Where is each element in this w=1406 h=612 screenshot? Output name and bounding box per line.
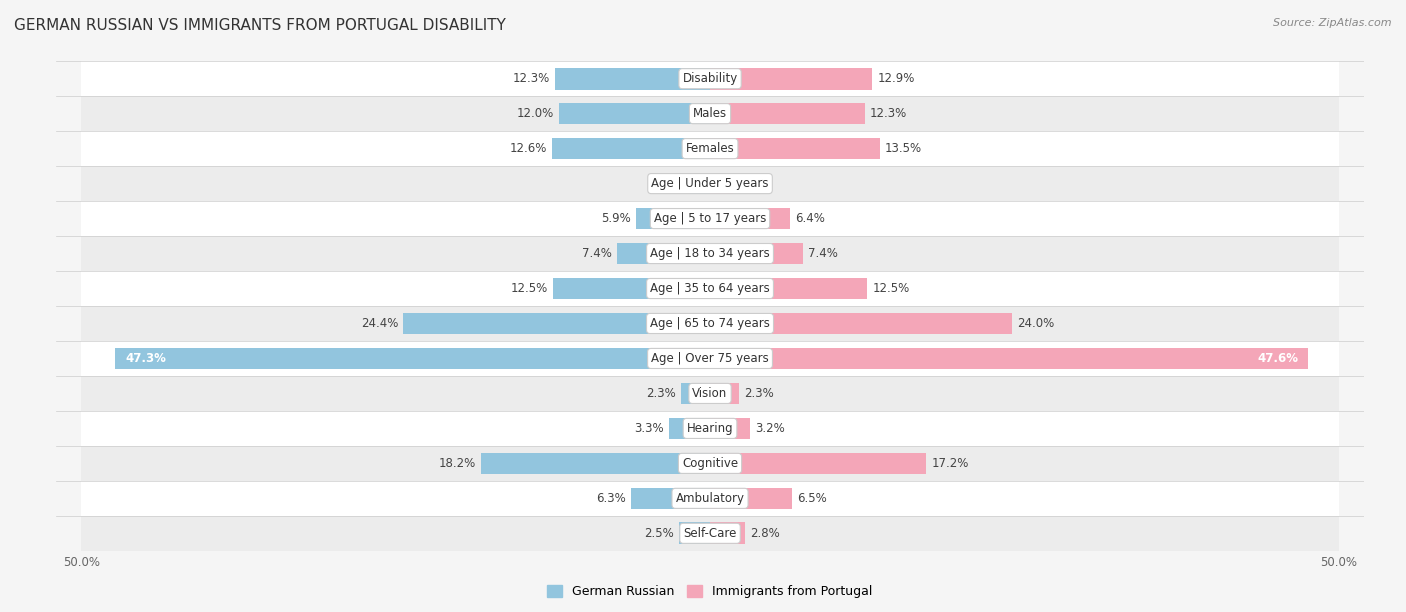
Bar xyxy=(82,236,1339,271)
Bar xyxy=(631,488,710,509)
Text: 1.8%: 1.8% xyxy=(738,177,768,190)
Bar xyxy=(710,523,745,544)
Text: 47.6%: 47.6% xyxy=(1257,352,1299,365)
Text: Age | Under 5 years: Age | Under 5 years xyxy=(651,177,769,190)
Text: 17.2%: 17.2% xyxy=(931,457,969,470)
Bar xyxy=(710,417,751,439)
Bar xyxy=(710,138,880,160)
Bar xyxy=(679,523,710,544)
Text: 18.2%: 18.2% xyxy=(439,457,477,470)
Bar xyxy=(82,131,1339,166)
Text: 12.9%: 12.9% xyxy=(877,72,915,85)
Text: 6.3%: 6.3% xyxy=(596,492,626,505)
Bar xyxy=(710,173,733,195)
Bar xyxy=(481,452,710,474)
Text: 13.5%: 13.5% xyxy=(884,142,922,155)
Text: Age | 18 to 34 years: Age | 18 to 34 years xyxy=(650,247,770,260)
Bar xyxy=(82,306,1339,341)
Text: 1.6%: 1.6% xyxy=(655,177,685,190)
Bar xyxy=(82,271,1339,306)
Text: 24.4%: 24.4% xyxy=(361,317,398,330)
Bar xyxy=(82,96,1339,131)
Text: Source: ZipAtlas.com: Source: ZipAtlas.com xyxy=(1274,18,1392,28)
Text: 2.5%: 2.5% xyxy=(644,527,673,540)
Bar xyxy=(710,207,790,230)
Text: 24.0%: 24.0% xyxy=(1017,317,1054,330)
Text: Hearing: Hearing xyxy=(686,422,734,435)
Text: Vision: Vision xyxy=(692,387,728,400)
Text: Self-Care: Self-Care xyxy=(683,527,737,540)
Bar xyxy=(82,341,1339,376)
Bar xyxy=(82,516,1339,551)
Bar xyxy=(82,411,1339,446)
Bar xyxy=(668,417,710,439)
Text: Males: Males xyxy=(693,107,727,120)
Text: 5.9%: 5.9% xyxy=(602,212,631,225)
Text: 12.3%: 12.3% xyxy=(870,107,907,120)
Bar xyxy=(710,278,868,299)
Bar xyxy=(636,207,710,230)
Text: 3.2%: 3.2% xyxy=(755,422,785,435)
Bar xyxy=(82,166,1339,201)
Bar xyxy=(560,103,710,124)
Bar xyxy=(555,68,710,89)
Text: 2.3%: 2.3% xyxy=(647,387,676,400)
Bar xyxy=(82,201,1339,236)
Bar xyxy=(553,278,710,299)
Bar xyxy=(115,348,710,369)
Bar xyxy=(710,488,792,509)
Bar xyxy=(404,313,710,334)
Text: Age | 65 to 74 years: Age | 65 to 74 years xyxy=(650,317,770,330)
Bar xyxy=(82,376,1339,411)
Text: 3.3%: 3.3% xyxy=(634,422,664,435)
Text: 2.3%: 2.3% xyxy=(744,387,773,400)
Text: 6.4%: 6.4% xyxy=(796,212,825,225)
Bar xyxy=(710,68,872,89)
Text: 7.4%: 7.4% xyxy=(582,247,612,260)
Text: 7.4%: 7.4% xyxy=(808,247,838,260)
Bar xyxy=(710,452,927,474)
Text: 47.3%: 47.3% xyxy=(125,352,166,365)
Text: 12.3%: 12.3% xyxy=(513,72,550,85)
Text: 12.0%: 12.0% xyxy=(517,107,554,120)
Bar xyxy=(690,173,710,195)
Text: GERMAN RUSSIAN VS IMMIGRANTS FROM PORTUGAL DISABILITY: GERMAN RUSSIAN VS IMMIGRANTS FROM PORTUG… xyxy=(14,18,506,34)
Bar xyxy=(710,313,1012,334)
Bar xyxy=(82,61,1339,96)
Bar xyxy=(710,103,865,124)
Text: 12.5%: 12.5% xyxy=(510,282,548,295)
Text: Cognitive: Cognitive xyxy=(682,457,738,470)
Text: 12.5%: 12.5% xyxy=(872,282,910,295)
Bar xyxy=(551,138,710,160)
Legend: German Russian, Immigrants from Portugal: German Russian, Immigrants from Portugal xyxy=(543,580,877,603)
Bar xyxy=(617,243,710,264)
Bar xyxy=(82,446,1339,481)
Bar xyxy=(710,243,803,264)
Text: Age | 5 to 17 years: Age | 5 to 17 years xyxy=(654,212,766,225)
Bar xyxy=(710,348,1309,369)
Bar xyxy=(681,382,710,405)
Text: 6.5%: 6.5% xyxy=(797,492,827,505)
Text: Females: Females xyxy=(686,142,734,155)
Bar xyxy=(710,382,740,405)
Text: Disability: Disability xyxy=(682,72,738,85)
Text: Age | Over 75 years: Age | Over 75 years xyxy=(651,352,769,365)
Text: 12.6%: 12.6% xyxy=(509,142,547,155)
Text: Ambulatory: Ambulatory xyxy=(675,492,745,505)
Bar xyxy=(82,481,1339,516)
Text: 2.8%: 2.8% xyxy=(751,527,780,540)
Text: Age | 35 to 64 years: Age | 35 to 64 years xyxy=(650,282,770,295)
